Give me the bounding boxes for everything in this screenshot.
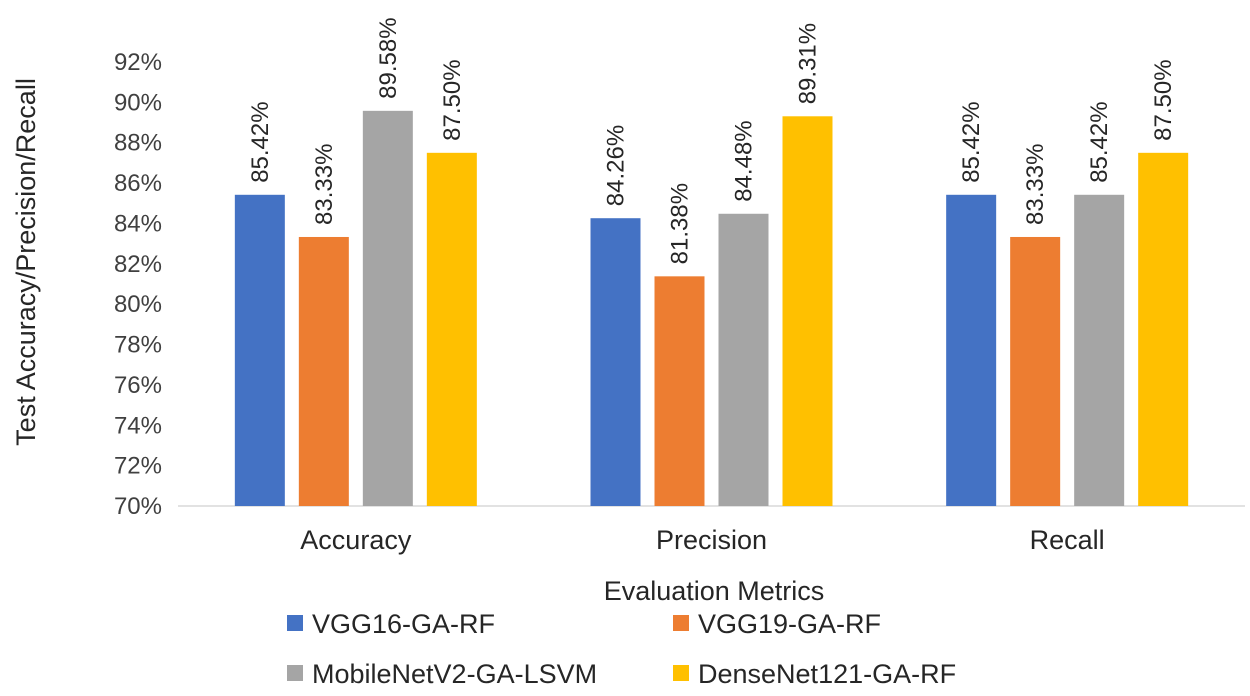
- legend-swatch: [287, 615, 303, 631]
- legend-label: DenseNet121-GA-RF: [698, 659, 956, 689]
- y-tick-label: 76%: [114, 372, 162, 399]
- legend-swatch: [673, 615, 689, 631]
- bar-vgg16-ga-rf-recall: [946, 194, 997, 506]
- y-axis-ticks: 70% 72% 74% 76% 78% 80% 82% 84% 86% 88% 90% 92%: [114, 49, 162, 520]
- legend-label: VGG16-GA-RF: [312, 609, 495, 639]
- x-axis-title: Evaluation Metrics: [604, 576, 825, 606]
- y-tick-label: 70%: [114, 493, 162, 520]
- y-tick-label: 86%: [114, 170, 162, 197]
- data-label: 89.58%: [375, 17, 402, 98]
- legend-label: VGG19-GA-RF: [698, 609, 881, 639]
- bar-vgg19-ga-rf-accuracy: [298, 236, 349, 506]
- legend: VGG16-GA-RF VGG19-GA-RF MobileNetV2-GA-LSV…: [287, 609, 956, 689]
- bar-vgg16-ga-rf-precision: [590, 218, 641, 506]
- y-tick-label: 82%: [114, 251, 162, 278]
- data-label: 85.42%: [958, 101, 985, 182]
- y-tick-label: 72%: [114, 453, 162, 480]
- data-label: 84.48%: [731, 120, 758, 201]
- data-label: 83.33%: [311, 144, 338, 225]
- bar-mobilenetv2-ga-lsvm-precision: [718, 213, 769, 506]
- bars: [234, 110, 1189, 506]
- data-label: 87.50%: [1150, 59, 1177, 140]
- data-label: 84.26%: [603, 125, 630, 206]
- category-labels: Accuracy Precision Recall: [300, 525, 1104, 555]
- y-tick-label: 74%: [114, 412, 162, 439]
- y-tick-label: 92%: [114, 49, 162, 76]
- x-tick-label: Precision: [656, 525, 767, 555]
- bar-vgg16-ga-rf-accuracy: [234, 194, 285, 506]
- y-tick-label: 90%: [114, 89, 162, 116]
- bar-densenet121-ga-rf-precision: [782, 116, 833, 506]
- bar-vgg19-ga-rf-recall: [1010, 236, 1061, 506]
- y-tick-label: 78%: [114, 332, 162, 359]
- data-labels: 85.42% 83.33% 89.58% 87.50% 84.26% 81.38% 84.4…: [247, 17, 1177, 264]
- data-label: 87.50%: [439, 59, 466, 140]
- bar-densenet121-ga-rf-accuracy: [426, 152, 477, 506]
- bar-vgg19-ga-rf-precision: [654, 276, 705, 506]
- bar-mobilenetv2-ga-lsvm-accuracy: [362, 110, 413, 506]
- bar-mobilenetv2-ga-lsvm-recall: [1074, 194, 1125, 506]
- x-tick-label: Recall: [1030, 525, 1105, 555]
- data-label: 85.42%: [1086, 101, 1113, 182]
- data-label: 83.33%: [1022, 144, 1049, 225]
- bar-densenet121-ga-rf-recall: [1138, 152, 1189, 506]
- y-tick-label: 80%: [114, 291, 162, 318]
- legend-swatch: [287, 665, 303, 681]
- data-label: 85.42%: [247, 101, 274, 182]
- data-label: 81.38%: [667, 183, 694, 264]
- y-tick-label: 84%: [114, 210, 162, 237]
- x-tick-label: Accuracy: [300, 525, 412, 555]
- y-axis-title: Test Accuracy/Precision/Recall: [11, 78, 41, 446]
- legend-label: MobileNetV2-GA-LSVM: [312, 659, 597, 689]
- y-tick-label: 88%: [114, 130, 162, 157]
- legend-swatch: [673, 665, 689, 681]
- data-label: 89.31%: [795, 23, 822, 104]
